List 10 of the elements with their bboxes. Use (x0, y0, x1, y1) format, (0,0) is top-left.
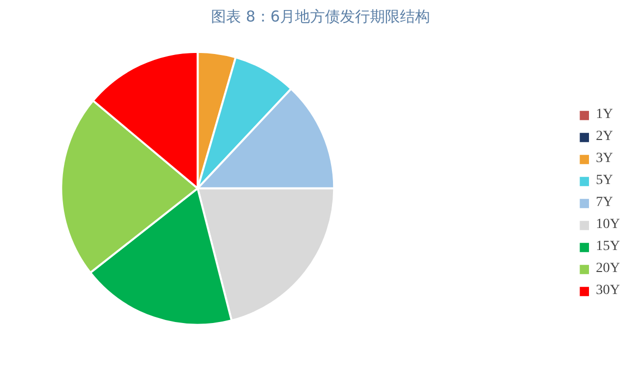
legend-label: 15Y (596, 239, 620, 255)
legend-label: 5Y (596, 173, 614, 189)
legend-label: 7Y (596, 195, 614, 211)
chart-title: 图表 8：6月地方债发行期限结构 (211, 8, 430, 26)
legend-label: 20Y (596, 261, 620, 277)
legend-label: 3Y (596, 151, 614, 167)
legend-label: 1Y (596, 107, 614, 123)
legend-label: 30Y (596, 283, 620, 299)
legend-label: 10Y (596, 217, 620, 233)
legend-label: 2Y (596, 129, 614, 145)
